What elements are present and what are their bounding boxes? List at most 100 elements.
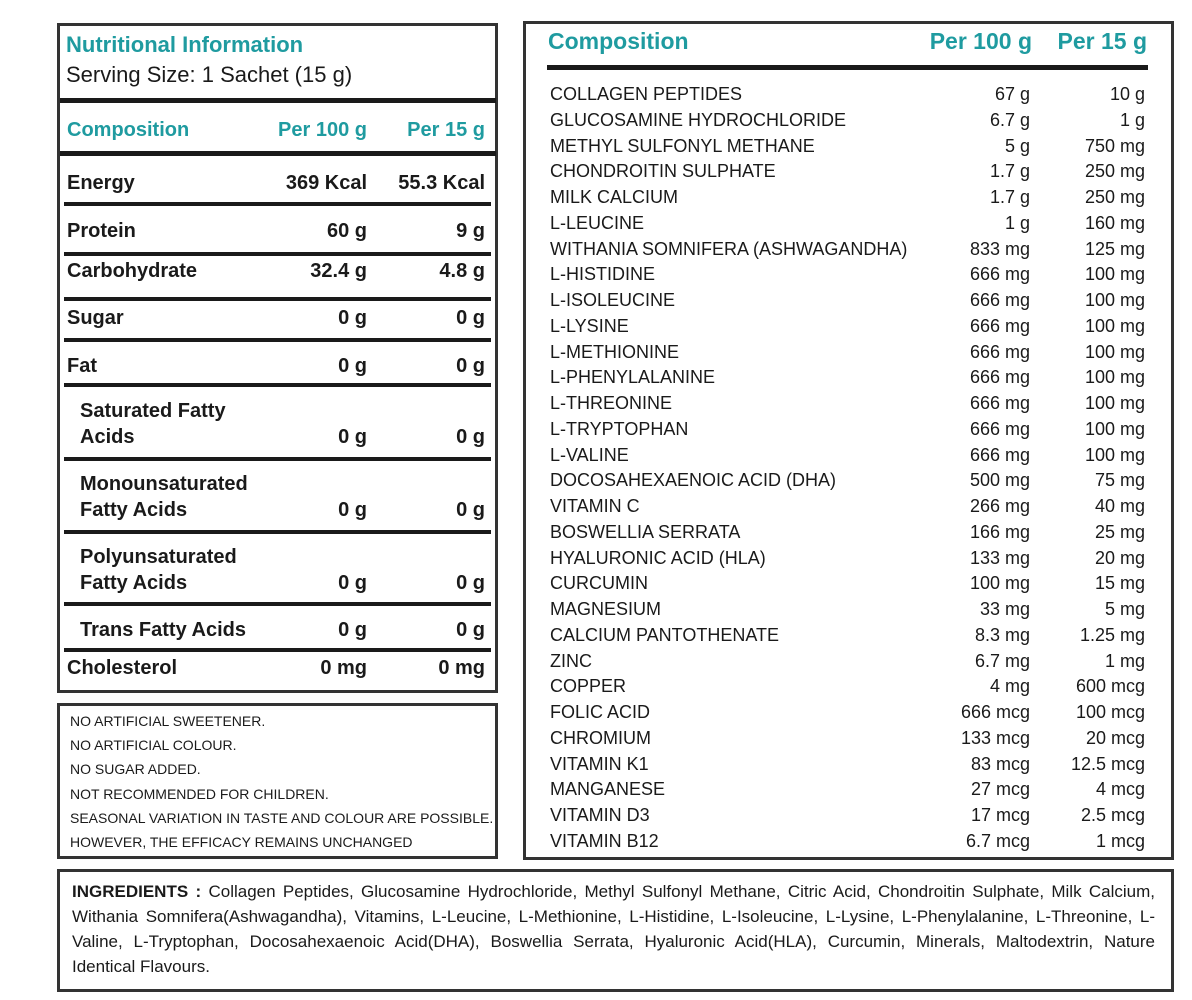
composition-panel: [523, 21, 1174, 860]
row-label: L-VALINE: [550, 444, 629, 465]
row-label: MAGNESIUM: [550, 599, 662, 619]
row-label: L-TRYPTOPHAN: [550, 418, 689, 439]
row-value: 1 g: [1119, 109, 1145, 130]
row-value: 166 mg: [969, 521, 1030, 542]
row-value: 0 g: [456, 499, 485, 521]
row-value: 12.5 mcg: [1070, 753, 1145, 774]
divider: [60, 151, 496, 156]
row-value: 67 g: [994, 84, 1030, 104]
row-value: 666 mg: [969, 315, 1030, 336]
row-label: L-THREONINE: [550, 393, 673, 413]
row-label: GLUCOSAMINE HYDROCHLORIDE: [550, 109, 847, 130]
row-value: 100 mg: [1084, 341, 1145, 362]
row-label: Carbohydrate: [67, 260, 198, 282]
row-label: Polyunsaturated Fatty Acids: [80, 546, 237, 594]
row-value: 666 mg: [969, 418, 1030, 439]
row-label: CHONDROITIN SULPHATE: [550, 161, 776, 182]
row-value: 100 mg: [1084, 444, 1145, 465]
row-value: 20 mcg: [1085, 727, 1145, 748]
row-value: 1.7 g: [989, 187, 1030, 207]
row-label: Cholesterol: [67, 657, 178, 679]
row-label: BOSWELLIA SERRATA: [550, 521, 741, 542]
row-value: 666 mcg: [960, 702, 1030, 722]
row-value: 266 mg: [969, 496, 1030, 516]
header-cell: Composition: [548, 28, 689, 54]
row-value: 0 g: [338, 307, 367, 329]
row-value: 4.8 g: [439, 260, 485, 282]
row-value: 0 g: [338, 572, 367, 594]
row-label: DOCOSAHEXAENOIC ACID (DHA): [550, 470, 837, 491]
header-cell: Per 15 g: [1057, 28, 1148, 54]
row-value: 666 mg: [969, 393, 1030, 413]
note: NO SUGAR ADDED.: [70, 761, 201, 778]
row-value: 666 mg: [969, 341, 1030, 362]
row-value: 500 mg: [969, 470, 1030, 491]
row-label: COPPER: [550, 676, 627, 697]
note: NO ARTIFICIAL COLOUR.: [70, 737, 237, 754]
row-label: HYALURONIC ACID (HLA): [550, 547, 766, 568]
row-value: 32.4 g: [310, 260, 367, 282]
note: SEASONAL VARIATION IN TASTE AND COLOUR A…: [70, 809, 494, 826]
row-value: 55.3 Kcal: [398, 172, 485, 194]
row-value: 100 mg: [1084, 315, 1145, 336]
row-label: MANGANESE: [550, 779, 666, 800]
row-label: L-PHENYLALANINE: [550, 367, 716, 388]
row-value: 5 g: [1004, 135, 1030, 156]
row-label: CURCUMIN: [550, 573, 648, 594]
row-value: 125 mg: [1084, 238, 1145, 259]
row-label: MILK CALCIUM: [550, 187, 679, 207]
divider: [64, 252, 491, 256]
row-label: CHROMIUM: [550, 727, 651, 748]
row-value: 6.7 g: [989, 109, 1030, 130]
row-value: 25 mg: [1094, 521, 1145, 542]
row-value: 833 mg: [969, 238, 1030, 259]
row-label: L-ISOLEUCINE: [550, 290, 676, 310]
row-value: 6.7 mcg: [965, 830, 1030, 851]
row-label: FOLIC ACID: [550, 702, 651, 722]
row-label: CALCIUM PANTOTHENATE: [550, 624, 780, 645]
row-value: 6.7 mg: [974, 650, 1030, 671]
row-value: 133 mcg: [960, 727, 1030, 748]
row-value: 1 mg: [1104, 650, 1145, 671]
serving-size: Serving Size: 1 Sachet (15 g): [66, 62, 353, 87]
row-value: 2.5 mcg: [1080, 805, 1145, 825]
row-value: 666 mg: [969, 290, 1030, 310]
row-label: WITHANIA SOMNIFERA (ASHWAGANDHA): [550, 238, 908, 259]
divider: [60, 98, 496, 103]
row-label: VITAMIN D3: [550, 805, 650, 825]
row-label: ZINC: [550, 650, 592, 671]
row-value: 100 mg: [969, 573, 1030, 594]
note: HOWEVER, THE EFFICACY REMAINS UNCHANGED: [70, 834, 413, 850]
row-value: 1.7 g: [989, 161, 1030, 182]
row-value: 666 mg: [969, 444, 1030, 465]
row-label: METHYL SULFONYL METHANE: [550, 135, 815, 156]
row-value: 0 g: [456, 572, 485, 594]
row-value: 10 g: [1109, 84, 1145, 104]
row-label: VITAMIN K1: [550, 753, 649, 774]
row-label: Fat: [67, 355, 97, 377]
divider: [64, 297, 491, 301]
divider: [64, 530, 491, 534]
nutrition-title: Nutritional Information: [66, 32, 304, 57]
divider: [64, 602, 491, 606]
note: NO ARTIFICIAL SWEETENER.: [70, 713, 266, 729]
row-label: L-METHIONINE: [550, 341, 680, 362]
row-value: 40 mg: [1094, 496, 1145, 516]
row-value: 160 mg: [1084, 212, 1145, 233]
row-value: 1.25 mg: [1079, 624, 1145, 645]
row-value: 60 g: [326, 220, 367, 242]
row-label: L-HISTIDINE: [550, 264, 656, 285]
row-value: 0 mg: [320, 657, 367, 679]
row-label: Monounsaturated Fatty Acids: [80, 473, 248, 521]
row-value: 0 g: [456, 619, 485, 641]
divider: [64, 457, 491, 461]
row-label: VITAMIN C: [550, 496, 640, 516]
row-value: 369 Kcal: [285, 172, 367, 194]
row-value: 250 mg: [1084, 187, 1145, 207]
row-value: 8.3 mg: [974, 624, 1030, 645]
row-value: 100 mg: [1084, 418, 1145, 439]
row-value: 250 mg: [1084, 161, 1145, 182]
header-cell: Per 15 g: [407, 119, 485, 141]
ingredients-label: INGREDIENTS :: [72, 882, 202, 901]
